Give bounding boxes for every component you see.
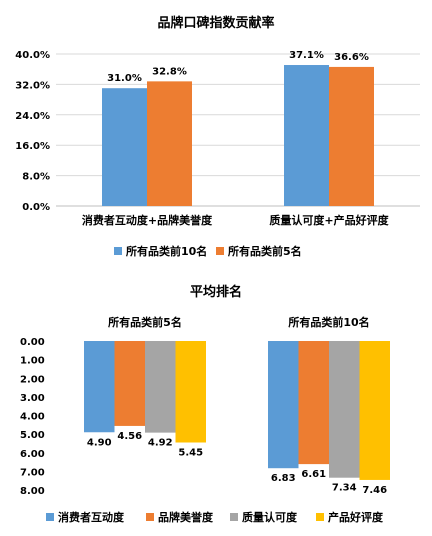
group-label: 所有品类前10名 [288,315,369,329]
y-tick-label: 8.00 [20,486,45,497]
data-label: 36.6% [334,52,369,63]
group-labels: 所有品类前5名 所有品类前10名 [108,315,369,329]
y-tick-label: 1.00 [20,356,45,367]
data-label: 32.8% [152,66,187,77]
y-tick-label: 8.0% [22,172,50,183]
bar [298,341,329,465]
legend: 消费者互动度 品牌美誉度 质量认可度 产品好评度 [46,510,384,524]
y-tick-label: 7.00 [20,467,45,478]
bar [84,341,115,433]
data-label: 37.1% [289,50,324,61]
bar [102,88,147,206]
group-label: 所有品类前5名 [108,315,182,329]
bar [329,66,374,206]
legend-swatch [146,513,154,521]
data-labels: 4.90 4.56 4.92 5.45 6.83 6.61 7.34 7.46 [87,431,387,496]
data-label: 31.0% [107,73,142,84]
data-label: 7.46 [362,485,387,496]
y-tick-label: 32.0% [15,80,50,91]
y-axis-ticks: 0.00 1.00 2.00 3.00 4.00 5.00 6.00 7.00 8.00 [20,337,45,497]
bar [268,341,299,469]
legend-label: 产品好评度 [328,510,384,524]
legend-swatch [216,247,224,255]
y-tick-label: 40.0% [15,50,50,61]
data-label: 4.92 [148,438,173,449]
data-labels: 31.0% 32.8% 37.1% 36.6% [107,50,369,84]
data-label: 4.56 [117,431,142,442]
y-tick-label: 16.0% [15,141,50,152]
data-label: 6.61 [301,469,326,480]
y-axis-ticks: 0.0% 8.0% 16.0% 24.0% 32.0% 40.0% [15,50,50,213]
bar [114,341,145,426]
bar [147,81,192,206]
y-tick-label: 24.0% [15,111,50,122]
y-tick-label: 6.00 [20,449,45,460]
y-tick-label: 2.00 [20,374,45,385]
bars [84,341,390,480]
x-axis-categories: 消费者互动度+品牌美誉度 质量认可度+产品好评度 [82,213,390,227]
chart-title: 平均排名 [190,284,242,300]
y-tick-label: 0.0% [22,202,50,213]
data-label: 5.45 [178,448,203,459]
bar [175,341,206,443]
y-tick-label: 5.00 [20,430,45,441]
average-rank-chart: 平均排名 0.00 1.00 2.00 3.00 4.00 5.00 6.00 7.00 8.0… [20,284,390,524]
bar [284,65,329,207]
legend-label: 消费者互动度 [58,510,125,524]
data-label: 4.90 [87,437,112,448]
x-category-label: 质量认可度+产品好评度 [269,213,389,227]
y-tick-label: 4.00 [20,412,45,423]
legend-label: 所有品类前10名 [126,244,207,258]
data-label: 6.83 [271,473,296,484]
contribution-rate-chart: 品牌口碑指数贡献率 0.0% 8.0% 16.0% 24.0% 32.0% 40.0% 3… [15,15,420,258]
legend-label: 所有品类前5名 [228,244,302,258]
legend-swatch [46,513,54,521]
legend-swatch [316,513,324,521]
y-tick-label: 0.00 [20,337,45,348]
bar [329,341,360,478]
bar [145,341,176,433]
legend-label: 品牌美誉度 [158,510,214,524]
x-category-label: 消费者互动度+品牌美誉度 [82,213,213,227]
y-tick-label: 3.00 [20,393,45,404]
legend-label: 质量认可度 [242,510,298,524]
legend: 所有品类前10名 所有品类前5名 [114,244,302,258]
legend-swatch [114,247,122,255]
chart-title: 品牌口碑指数贡献率 [157,15,274,31]
bars [102,65,374,207]
legend-swatch [230,513,238,521]
bar [359,341,390,480]
data-label: 7.34 [332,483,357,494]
